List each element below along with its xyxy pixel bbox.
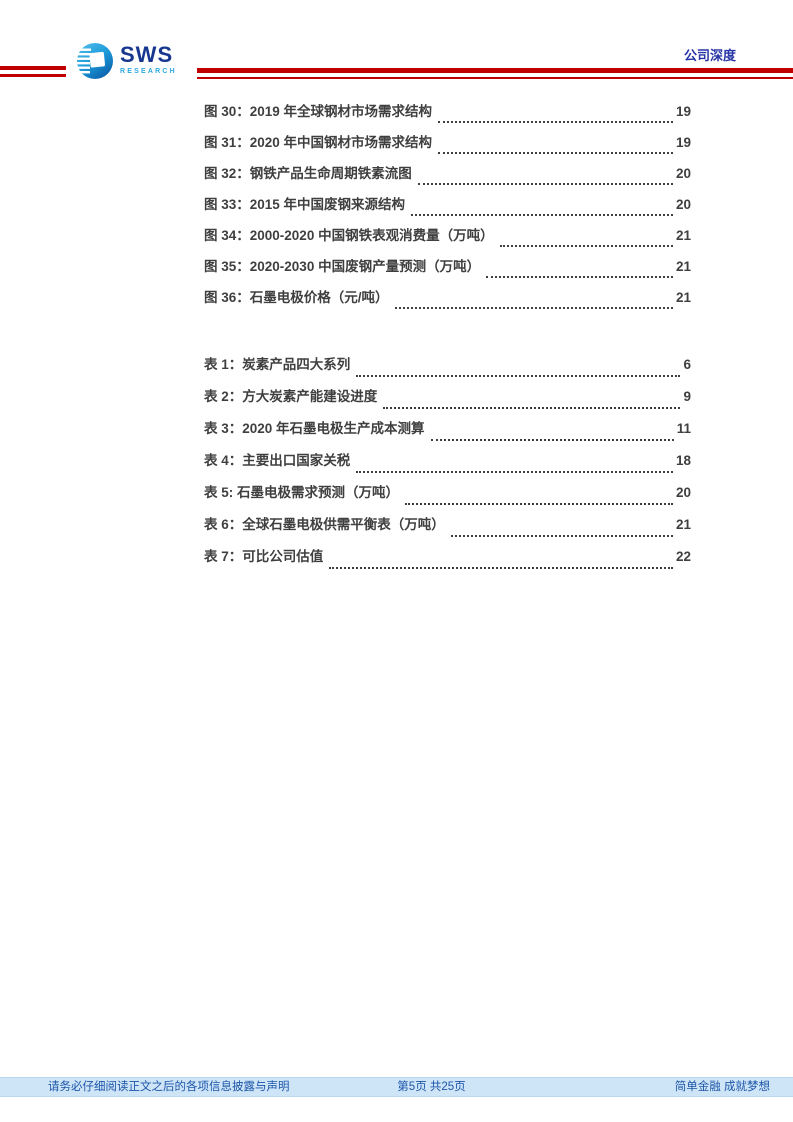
toc-entry-page: 22 [675, 549, 691, 564]
toc-entry-label: 表 3：2020 年石墨电极生产成本测算 [204, 421, 425, 436]
toc-figures-section: 图 30：2019 年全球钢材市场需求结构 19 图 31：2020 年中国钢材… [204, 96, 691, 313]
toc-entry-page: 21 [675, 290, 691, 305]
toc-entry-label: 表 4：主要出口国家关税 [204, 453, 351, 468]
toc-dot-leader [499, 245, 673, 247]
footer-page-indicator: 第5页 共25页 [0, 1078, 793, 1097]
toc-entry-figure-35[interactable]: 图 35：2020-2030 中国废钢产量预测（万吨） 21 [204, 251, 691, 282]
sws-globe-icon [76, 42, 114, 85]
toc-entry-table-5[interactable]: 表 5: 石墨电极需求预测（万吨） 20 [204, 477, 691, 509]
toc-entry-page: 21 [675, 228, 691, 243]
toc-entry-page: 18 [675, 453, 691, 468]
toc-dot-leader [430, 439, 674, 441]
toc-entry-label: 表 2：方大炭素产能建设进度 [204, 389, 378, 404]
toc-dot-leader [383, 407, 681, 409]
toc-entry-label: 图 34：2000-2020 中国钢铁表观消费量（万吨） [204, 228, 494, 243]
logo-subtext: RESEARCH [120, 68, 177, 75]
toc-dot-leader [356, 471, 673, 473]
toc-entry-figure-34[interactable]: 图 34：2000-2020 中国钢铁表观消费量（万吨） 21 [204, 220, 691, 251]
toc-entry-label: 表 6：全球石墨电极供需平衡表（万吨） [204, 517, 445, 532]
toc-entry-table-4[interactable]: 表 4：主要出口国家关税 18 [204, 445, 691, 477]
toc-entry-label: 图 35：2020-2030 中国废钢产量预测（万吨） [204, 259, 481, 274]
report-type-label: 公司深度 [684, 48, 737, 63]
footer-slogan: 简单金融 成就梦想 [674, 1081, 770, 1093]
toc-dot-leader [411, 214, 673, 216]
toc-entry-figure-33[interactable]: 图 33：2015 年中国废钢来源结构 20 [204, 189, 691, 220]
toc-dot-leader [486, 276, 673, 278]
footer-disclaimer: 请务必仔细阅读正文之后的各项信息披露与声明 [48, 1081, 290, 1093]
toc-entry-page: 9 [683, 389, 691, 404]
toc-entry-label: 表 7：可比公司估值 [204, 549, 324, 564]
toc-entry-page: 11 [676, 421, 691, 436]
toc-entry-figure-32[interactable]: 图 32：钢铁产品生命周期铁素流图 20 [204, 158, 691, 189]
header-left-rule-thick [0, 66, 66, 70]
toc-entry-page: 20 [675, 485, 691, 500]
footer-band: 请务必仔细阅读正文之后的各项信息披露与声明 第5页 共25页 简单金融 成就梦想 [0, 1077, 793, 1097]
toc-dot-leader [417, 183, 673, 185]
toc-entry-label: 表 5: 石墨电极需求预测（万吨） [204, 485, 400, 500]
toc-dot-leader [450, 535, 673, 537]
toc-entry-table-1[interactable]: 表 1：炭素产品四大系列 6 [204, 349, 691, 381]
toc-entry-figure-31[interactable]: 图 31：2020 年中国钢材市场需求结构 19 [204, 127, 691, 158]
toc-entry-page: 19 [675, 135, 691, 150]
toc-entry-label: 图 36：石墨电极价格（元/吨） [204, 290, 389, 305]
toc-dot-leader [394, 307, 673, 309]
toc-entry-label: 图 30：2019 年全球钢材市场需求结构 [204, 104, 433, 119]
toc-entry-page: 21 [675, 259, 691, 274]
toc-entry-table-2[interactable]: 表 2：方大炭素产能建设进度 9 [204, 381, 691, 413]
toc-entry-page: 19 [675, 104, 691, 119]
logo-text-block: SWS RESEARCH [120, 44, 177, 76]
toc-tables-section: 表 1：炭素产品四大系列 6 表 2：方大炭素产能建设进度 9 表 3：2020… [204, 349, 691, 573]
toc-dot-leader [329, 567, 673, 569]
toc-entry-label: 图 31：2020 年中国钢材市场需求结构 [204, 135, 433, 150]
toc-entry-page: 20 [675, 197, 691, 212]
toc-dot-leader [438, 121, 673, 123]
toc-dot-leader [405, 503, 673, 505]
toc-entry-label: 表 1：炭素产品四大系列 [204, 357, 351, 372]
toc-entry-figure-36[interactable]: 图 36：石墨电极价格（元/吨） 21 [204, 282, 691, 313]
toc-entry-label: 图 33：2015 年中国废钢来源结构 [204, 197, 406, 212]
toc-entry-figure-30[interactable]: 图 30：2019 年全球钢材市场需求结构 19 [204, 96, 691, 127]
header-right-rule-thick [197, 68, 793, 73]
header-right-rule-thin [197, 77, 793, 79]
toc-dot-leader [356, 375, 681, 377]
logo-wordmark: SWS [120, 42, 174, 67]
toc-entry-label: 图 32：钢铁产品生命周期铁素流图 [204, 166, 412, 181]
toc-entry-page: 21 [675, 517, 691, 532]
footer-page-text: 第5页 共25页 [397, 1081, 466, 1093]
toc-entry-page: 20 [675, 166, 691, 181]
toc-entry-table-3[interactable]: 表 3：2020 年石墨电极生产成本测算 11 [204, 413, 691, 445]
toc-entry-page: 6 [683, 357, 691, 372]
header-left-rule-thin [0, 74, 66, 77]
toc-entry-table-7[interactable]: 表 7：可比公司估值 22 [204, 541, 691, 573]
toc-entry-table-6[interactable]: 表 6：全球石墨电极供需平衡表（万吨） 21 [204, 509, 691, 541]
sws-research-logo: SWS RESEARCH [76, 42, 177, 85]
toc-dot-leader [438, 152, 673, 154]
